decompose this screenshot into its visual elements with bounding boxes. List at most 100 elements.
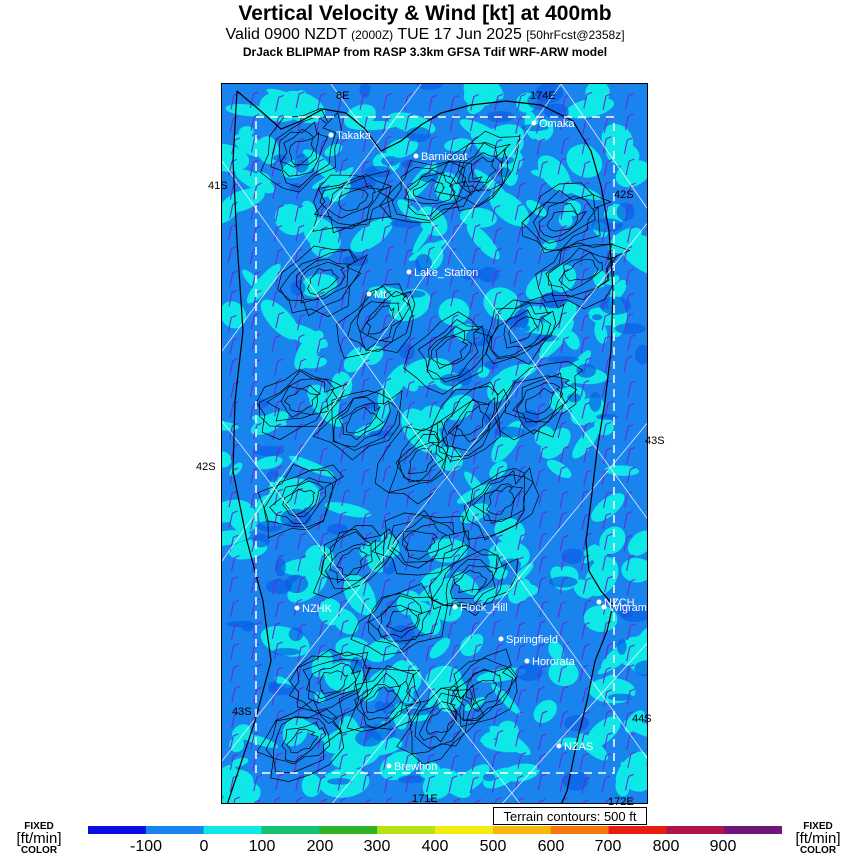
downward-motion-area — [561, 548, 585, 564]
wind-barb — [359, 95, 364, 111]
wind-barb — [317, 95, 322, 110]
wind-barb-feather — [432, 181, 438, 185]
wind-barb-feather — [538, 686, 545, 690]
wind-barb — [227, 226, 232, 241]
upward-motion-area — [222, 421, 239, 431]
terrain-contour — [307, 268, 339, 296]
wind-barb-feather — [453, 754, 460, 758]
wind-barb-feather — [322, 204, 328, 208]
color-label-left: COLOR — [20, 845, 58, 856]
terrain-contour — [367, 593, 442, 651]
wind-barb-feather — [584, 314, 590, 318]
units-label-left: [ft/min] — [16, 830, 62, 847]
downward-motion-area — [350, 175, 376, 191]
wind-barb — [338, 756, 343, 771]
wind-barb-feather — [278, 94, 284, 98]
color-scale-swatch — [377, 826, 436, 834]
wind-barb — [471, 756, 476, 771]
wind-barb — [317, 757, 322, 772]
wind-barb — [319, 141, 324, 156]
terrain-contour — [270, 116, 337, 188]
wind-barb — [449, 116, 454, 131]
wind-barb-feather — [387, 623, 393, 627]
wind-barb-feather — [232, 270, 238, 274]
wind-barb — [494, 424, 499, 439]
wind-barb — [515, 602, 520, 618]
terrain-contour — [521, 189, 600, 254]
wind-barb-feather — [341, 732, 348, 737]
wind-barb-feather — [542, 710, 548, 714]
wind-barb — [601, 556, 607, 571]
downward-motion-area — [483, 413, 499, 426]
wind-barb — [538, 712, 543, 728]
wind-barb — [473, 537, 478, 552]
wind-barb — [539, 448, 544, 463]
wind-barb-feather — [322, 532, 329, 536]
upward-motion-area — [429, 637, 451, 659]
wind-barb-feather — [454, 554, 460, 558]
wind-barb — [229, 735, 234, 750]
wind-barb — [404, 229, 409, 244]
wind-barb-feather — [232, 400, 239, 404]
wind-barb — [538, 535, 543, 550]
wind-barb — [295, 710, 300, 726]
terrain-contour — [320, 528, 386, 590]
wind-barb-feather — [407, 182, 413, 186]
wind-barb — [604, 251, 609, 266]
wind-barb-feather — [564, 248, 570, 252]
terrain-contour — [377, 604, 423, 638]
place-dot — [452, 604, 458, 610]
wind-barb — [626, 556, 631, 572]
wind-barb — [582, 579, 587, 594]
wind-barb — [297, 535, 302, 550]
wind-barb — [250, 469, 255, 484]
upward-motion-area — [324, 502, 372, 518]
wind-barb-feather — [410, 685, 417, 689]
wind-barb — [407, 470, 412, 485]
wind-barb — [294, 425, 299, 441]
wind-barb-feather — [563, 445, 569, 449]
wind-barb-feather — [497, 534, 504, 538]
terrain-contour — [504, 375, 578, 435]
wind-barb — [315, 294, 320, 309]
wind-barb — [361, 226, 366, 242]
wind-barb — [602, 424, 607, 439]
wind-barb — [492, 338, 497, 353]
wind-barb-feather — [494, 751, 501, 755]
terrain-contour — [486, 485, 515, 515]
wind-barb-feather — [605, 181, 612, 185]
wind-barb-feather — [628, 203, 634, 207]
wind-barb — [451, 467, 456, 483]
downward-motion-area — [562, 771, 589, 791]
wind-barb-feather — [363, 289, 369, 294]
wind-barb-feather — [453, 378, 460, 383]
wind-barb-feather — [320, 732, 327, 736]
wind-barb — [293, 513, 299, 528]
terrain-contour — [333, 396, 391, 448]
wind-barb-feather — [584, 554, 590, 558]
wind-barb — [275, 603, 280, 618]
wind-barb-feather — [432, 401, 438, 405]
wind-barb — [429, 710, 434, 725]
wind-barb — [253, 777, 258, 792]
upward-motion-area — [638, 625, 647, 644]
wind-barb-feather — [343, 619, 349, 623]
place-dot — [406, 269, 412, 275]
terrain-contour — [265, 708, 342, 774]
wind-barb — [494, 536, 499, 551]
wind-barb — [580, 382, 585, 397]
wind-barb-feather — [473, 776, 479, 780]
upward-motion-area — [222, 530, 251, 547]
upward-motion-area — [238, 126, 254, 138]
wind-barb — [229, 777, 234, 792]
terrain-contour — [452, 667, 514, 721]
wind-barb-feather — [429, 775, 435, 779]
wind-barb — [626, 469, 631, 484]
wind-barb — [251, 446, 256, 461]
wind-barb — [383, 778, 389, 793]
wind-barb — [406, 273, 411, 288]
wind-barb — [471, 316, 476, 331]
upward-motion-area — [585, 556, 619, 597]
wind-barb-feather — [516, 269, 523, 274]
place-markers: Takaka Barnicoat Omaka Lake_Station Mt NZHK Fl… — [294, 118, 647, 773]
